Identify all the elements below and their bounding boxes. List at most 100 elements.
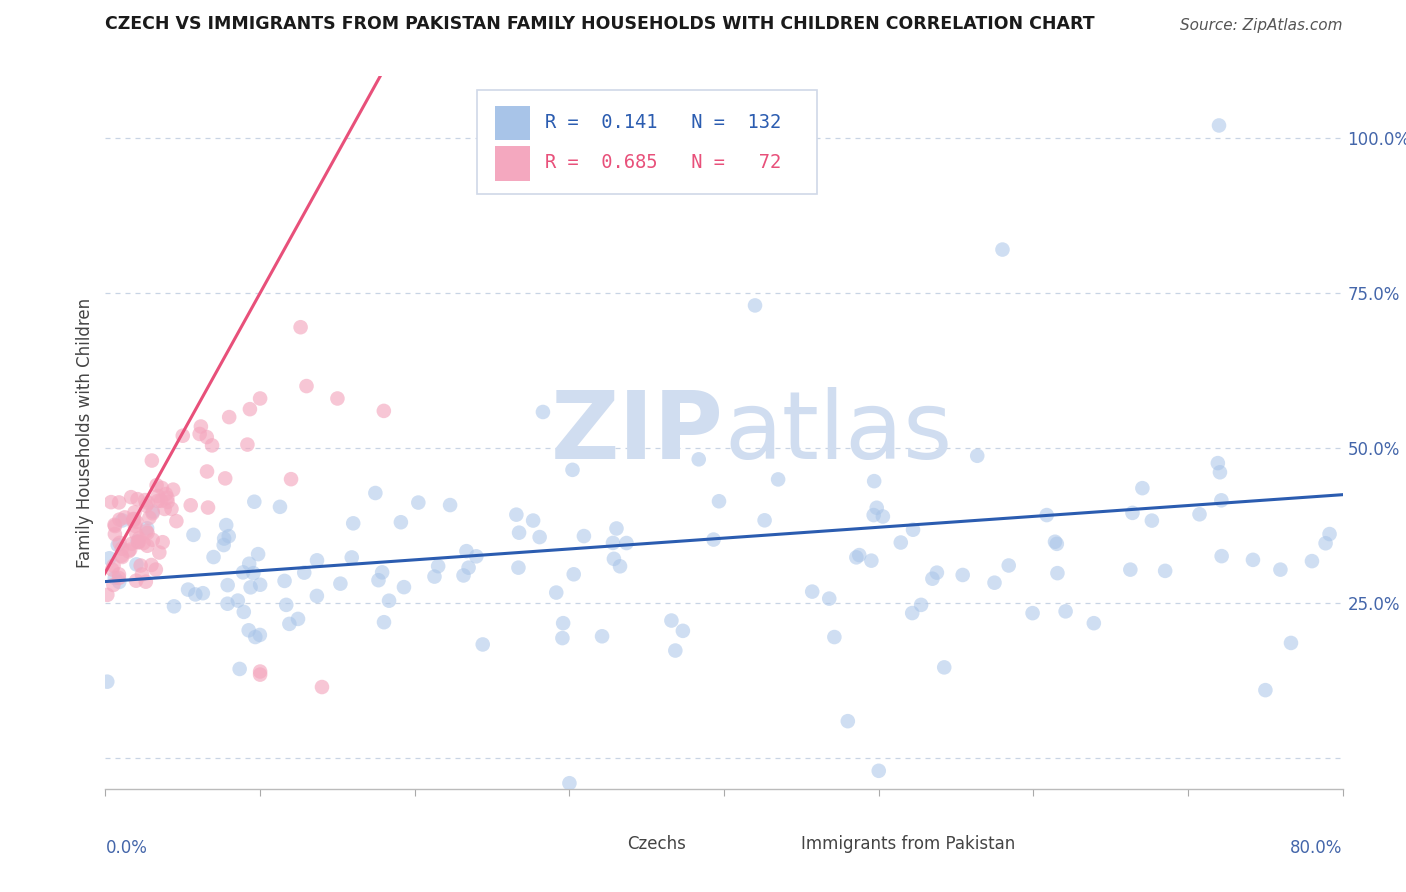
Point: [217, 578, 239, 592]
Point: [146, 494, 169, 508]
Point: [866, 500, 889, 515]
Point: [136, 496, 159, 510]
Point: [141, 453, 163, 467]
Point: [925, 566, 948, 580]
Point: [703, 533, 725, 547]
Point: [290, 320, 312, 334]
Point: [163, 599, 186, 614]
Point: [766, 472, 789, 486]
Point: [120, 490, 142, 504]
Point: [439, 498, 461, 512]
Point: [125, 558, 148, 572]
Point: [551, 631, 574, 645]
Point: [558, 776, 581, 790]
Point: [135, 524, 157, 539]
Point: [1270, 563, 1292, 577]
Point: [1046, 566, 1069, 581]
Point: [688, 452, 710, 467]
FancyBboxPatch shape: [495, 146, 530, 181]
Point: [96, 674, 118, 689]
Point: [508, 525, 530, 540]
Point: [342, 516, 364, 531]
Point: [572, 529, 595, 543]
Text: Czechs: Czechs: [627, 836, 686, 854]
Point: [465, 549, 488, 564]
Point: [184, 587, 207, 601]
Point: [180, 498, 202, 512]
Point: [609, 559, 631, 574]
Point: [1054, 604, 1077, 618]
Point: [232, 605, 254, 619]
Point: [378, 593, 401, 607]
Point: [104, 527, 127, 541]
Point: [966, 449, 988, 463]
Point: [860, 554, 883, 568]
Point: [145, 478, 167, 492]
Point: [801, 584, 824, 599]
Point: [862, 508, 884, 522]
Point: [217, 597, 239, 611]
Point: [228, 662, 250, 676]
Point: [153, 502, 176, 516]
Point: [141, 558, 163, 572]
Point: [367, 573, 389, 587]
Point: [238, 624, 260, 638]
Point: [872, 509, 894, 524]
Point: [890, 535, 912, 549]
Point: [591, 629, 613, 643]
Point: [505, 508, 527, 522]
Point: [247, 547, 270, 561]
Point: [754, 513, 776, 527]
Text: ZIP: ZIP: [551, 386, 724, 479]
Point: [125, 527, 148, 541]
Point: [125, 515, 148, 529]
Point: [1301, 554, 1323, 568]
Point: [238, 557, 260, 571]
Point: [1209, 465, 1232, 479]
Point: [292, 566, 315, 580]
Point: [1132, 481, 1154, 495]
Point: [408, 495, 430, 509]
Point: [172, 428, 194, 442]
Point: [122, 512, 145, 526]
Point: [672, 624, 695, 638]
Point: [218, 529, 240, 543]
Point: [603, 552, 626, 566]
Point: [546, 585, 568, 599]
Point: [183, 528, 205, 542]
Point: [114, 510, 136, 524]
Point: [329, 576, 352, 591]
Point: [295, 379, 318, 393]
Point: [242, 566, 264, 581]
Point: [138, 510, 160, 524]
Point: [276, 598, 298, 612]
Point: [427, 559, 450, 574]
Point: [326, 392, 349, 406]
Point: [160, 501, 183, 516]
FancyBboxPatch shape: [495, 106, 530, 140]
Point: [389, 515, 412, 529]
Point: [101, 562, 124, 576]
Point: [104, 519, 127, 533]
Point: [371, 566, 394, 580]
Point: [128, 535, 150, 549]
Point: [280, 472, 302, 486]
Point: [135, 574, 157, 589]
Text: Immigrants from Pakistan: Immigrants from Pakistan: [801, 836, 1015, 854]
Point: [522, 514, 544, 528]
Point: [103, 578, 125, 592]
Point: [305, 553, 328, 567]
Point: [471, 637, 494, 651]
Point: [108, 574, 131, 589]
Point: [848, 548, 870, 562]
Point: [602, 536, 624, 550]
Point: [364, 486, 387, 500]
Point: [1315, 536, 1337, 550]
Point: [818, 591, 841, 606]
Point: [249, 578, 271, 592]
Y-axis label: Family Households with Children: Family Households with Children: [76, 298, 94, 567]
Point: [1119, 563, 1142, 577]
Point: [122, 512, 145, 526]
Point: [156, 495, 179, 509]
Point: [156, 491, 179, 505]
